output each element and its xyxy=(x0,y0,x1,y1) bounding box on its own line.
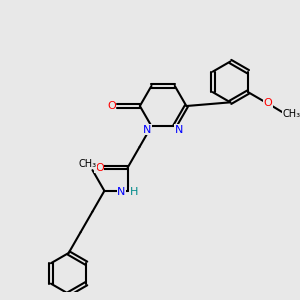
Text: N: N xyxy=(175,124,183,135)
Text: CH₃: CH₃ xyxy=(78,159,96,169)
Text: O: O xyxy=(107,101,116,111)
Text: CH₃: CH₃ xyxy=(282,109,300,119)
Text: O: O xyxy=(95,163,104,172)
Text: N: N xyxy=(117,187,126,197)
Text: O: O xyxy=(264,98,273,108)
Text: N: N xyxy=(143,124,152,135)
Text: H: H xyxy=(130,187,138,197)
